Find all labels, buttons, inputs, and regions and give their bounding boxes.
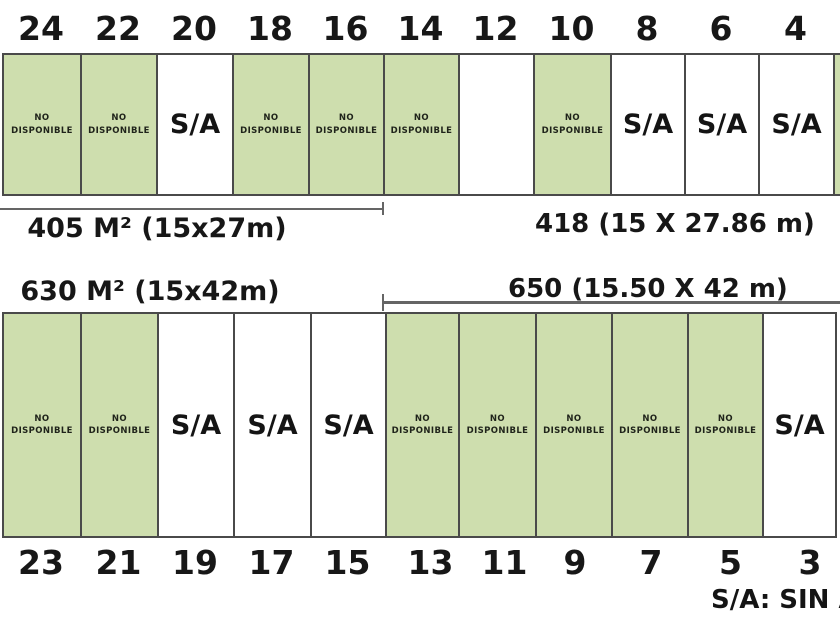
lot-23-cell[interactable]: NO DISPONIBLE	[2, 312, 82, 538]
lot-16-number: 16	[322, 9, 369, 48]
lot-18-cell[interactable]: NO DISPONIBLE	[232, 53, 310, 196]
lot-12-cell[interactable]	[458, 53, 535, 196]
lot-22-status: NO DISPONIBLE	[88, 113, 150, 136]
lot-14-cell[interactable]: NO DISPONIBLE	[383, 53, 460, 196]
lot-22-number: 22	[95, 9, 141, 48]
lot-6-status: S/A	[696, 109, 748, 140]
lot-4-number: 4	[784, 9, 807, 48]
lot-7-number: 7	[639, 543, 663, 582]
lot-15-cell[interactable]: S/A	[310, 312, 387, 538]
lot-21-cell[interactable]: NO DISPONIBLE	[80, 312, 159, 538]
lot-16-status: NO DISPONIBLE	[315, 113, 378, 136]
lot-17-number: 17	[248, 543, 295, 582]
lot-12-number: 12	[472, 9, 519, 48]
lot-11-number: 11	[481, 543, 528, 582]
lot-21-status: NO DISPONIBLE	[88, 413, 151, 436]
lot-4-status: S/A	[771, 109, 822, 140]
lot-24-cell[interactable]: NO DISPONIBLE	[2, 53, 82, 196]
section-label-630: 630 M² (15x42m)	[20, 276, 280, 307]
lot-21-number: 21	[95, 543, 142, 582]
lot-20-status: S/A	[169, 109, 221, 140]
lot-11-status: NO DISPONIBLE	[466, 413, 529, 436]
lot-15-status: S/A	[323, 409, 374, 441]
lot-17-cell[interactable]: S/A	[233, 312, 312, 538]
lot-14-status: NO DISPONIBLE	[390, 113, 453, 136]
lot-7-status: NO DISPONIBLE	[619, 413, 681, 436]
lot-5-cell[interactable]: NO DISPONIBLE	[687, 312, 764, 538]
section-label-418: 418 (15 X 27.86 m)	[535, 209, 815, 239]
legend-sa-definition: S/A: SIN AN	[711, 585, 840, 615]
lot-5-status: NO DISPONIBLE	[694, 413, 757, 436]
lot-19-cell[interactable]: S/A	[157, 312, 235, 538]
lot-6-number: 6	[709, 9, 733, 48]
lot-5-number: 5	[719, 543, 742, 582]
lot-20-cell[interactable]: S/A	[156, 53, 234, 196]
lot-11-cell[interactable]: NO DISPONIBLE	[458, 312, 537, 538]
lot-3-number: 3	[798, 543, 822, 582]
lot-13-number: 13	[407, 543, 454, 582]
lot-3-cell[interactable]: S/A	[762, 312, 837, 538]
lot-13-cell[interactable]: NO DISPONIBLE	[385, 312, 460, 538]
dimension-tick-650	[382, 294, 384, 311]
lot-6-cell[interactable]: S/A	[684, 53, 760, 196]
lot-9-cell[interactable]: NO DISPONIBLE	[535, 312, 613, 538]
lot-10-number: 10	[548, 9, 595, 48]
dimension-line-405	[0, 208, 384, 210]
lot-8-cell[interactable]: S/A	[610, 53, 686, 196]
lot-22-cell[interactable]: NO DISPONIBLE	[80, 53, 158, 196]
section-label-650: 650 (15.50 X 42 m)	[508, 274, 788, 304]
lot-19-number: 19	[172, 543, 218, 582]
lot-18-status: NO DISPONIBLE	[240, 113, 302, 136]
lot-17-status: S/A	[247, 409, 298, 441]
section-label-405: 405 M² (15x27m)	[27, 213, 287, 244]
lot-9-number: 9	[563, 543, 587, 582]
lot-8-status: S/A	[622, 109, 674, 140]
lot-14-number: 14	[397, 9, 444, 48]
lot-19-status: S/A	[170, 409, 222, 441]
lot-10-status: NO DISPONIBLE	[541, 113, 604, 136]
lot-4-cell[interactable]: S/A	[758, 53, 835, 196]
lot-20-number: 20	[171, 9, 217, 48]
lot-edge-cell[interactable]	[833, 53, 840, 196]
lot-18-number: 18	[247, 9, 293, 48]
lot-23-status: NO DISPONIBLE	[11, 413, 73, 436]
lot-15-number: 15	[324, 543, 371, 582]
lot-7-cell[interactable]: NO DISPONIBLE	[611, 312, 689, 538]
lot-3-status: S/A	[774, 409, 825, 441]
lot-23-number: 23	[18, 543, 64, 582]
dimension-tick-405	[382, 202, 384, 215]
lot-13-status: NO DISPONIBLE	[391, 413, 454, 436]
lot-10-cell[interactable]: NO DISPONIBLE	[533, 53, 612, 196]
lot-8-number: 8	[635, 9, 659, 48]
dimension-line-650	[383, 301, 840, 304]
lot-16-cell[interactable]: NO DISPONIBLE	[308, 53, 385, 196]
lot-24-status: NO DISPONIBLE	[11, 113, 73, 136]
lot-24-number: 24	[18, 9, 64, 48]
lot-9-status: NO DISPONIBLE	[543, 413, 605, 436]
